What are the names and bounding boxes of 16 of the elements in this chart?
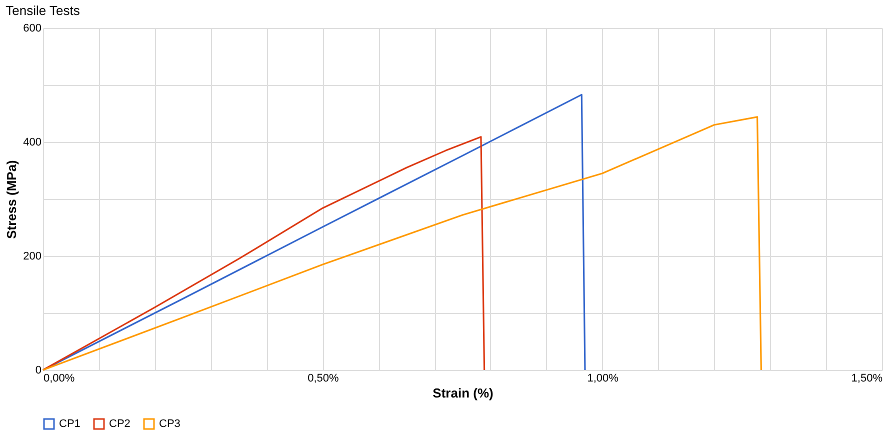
y-axis-title: Stress (MPa)	[4, 160, 20, 239]
x-tick-label: 0,00%	[44, 372, 75, 384]
chart-title: Tensile Tests	[6, 3, 80, 18]
legend-label: CP2	[109, 418, 130, 430]
x-tick-label: 0,50%	[308, 372, 339, 384]
x-axis-title: Strain (%)	[432, 386, 494, 400]
y-tick-label: 0	[35, 364, 42, 376]
x-tick-label: 1,00%	[587, 372, 619, 384]
line-series	[42, 116, 762, 371]
y-tick-label: 400	[23, 136, 42, 148]
legend-label: CP1	[59, 418, 80, 430]
line-series	[42, 136, 486, 371]
x-tick-label: 1,50%	[851, 372, 883, 384]
y-tick-label: 600	[23, 22, 42, 34]
y-tick-label: 200	[23, 250, 42, 262]
legend-label: CP3	[159, 418, 180, 430]
